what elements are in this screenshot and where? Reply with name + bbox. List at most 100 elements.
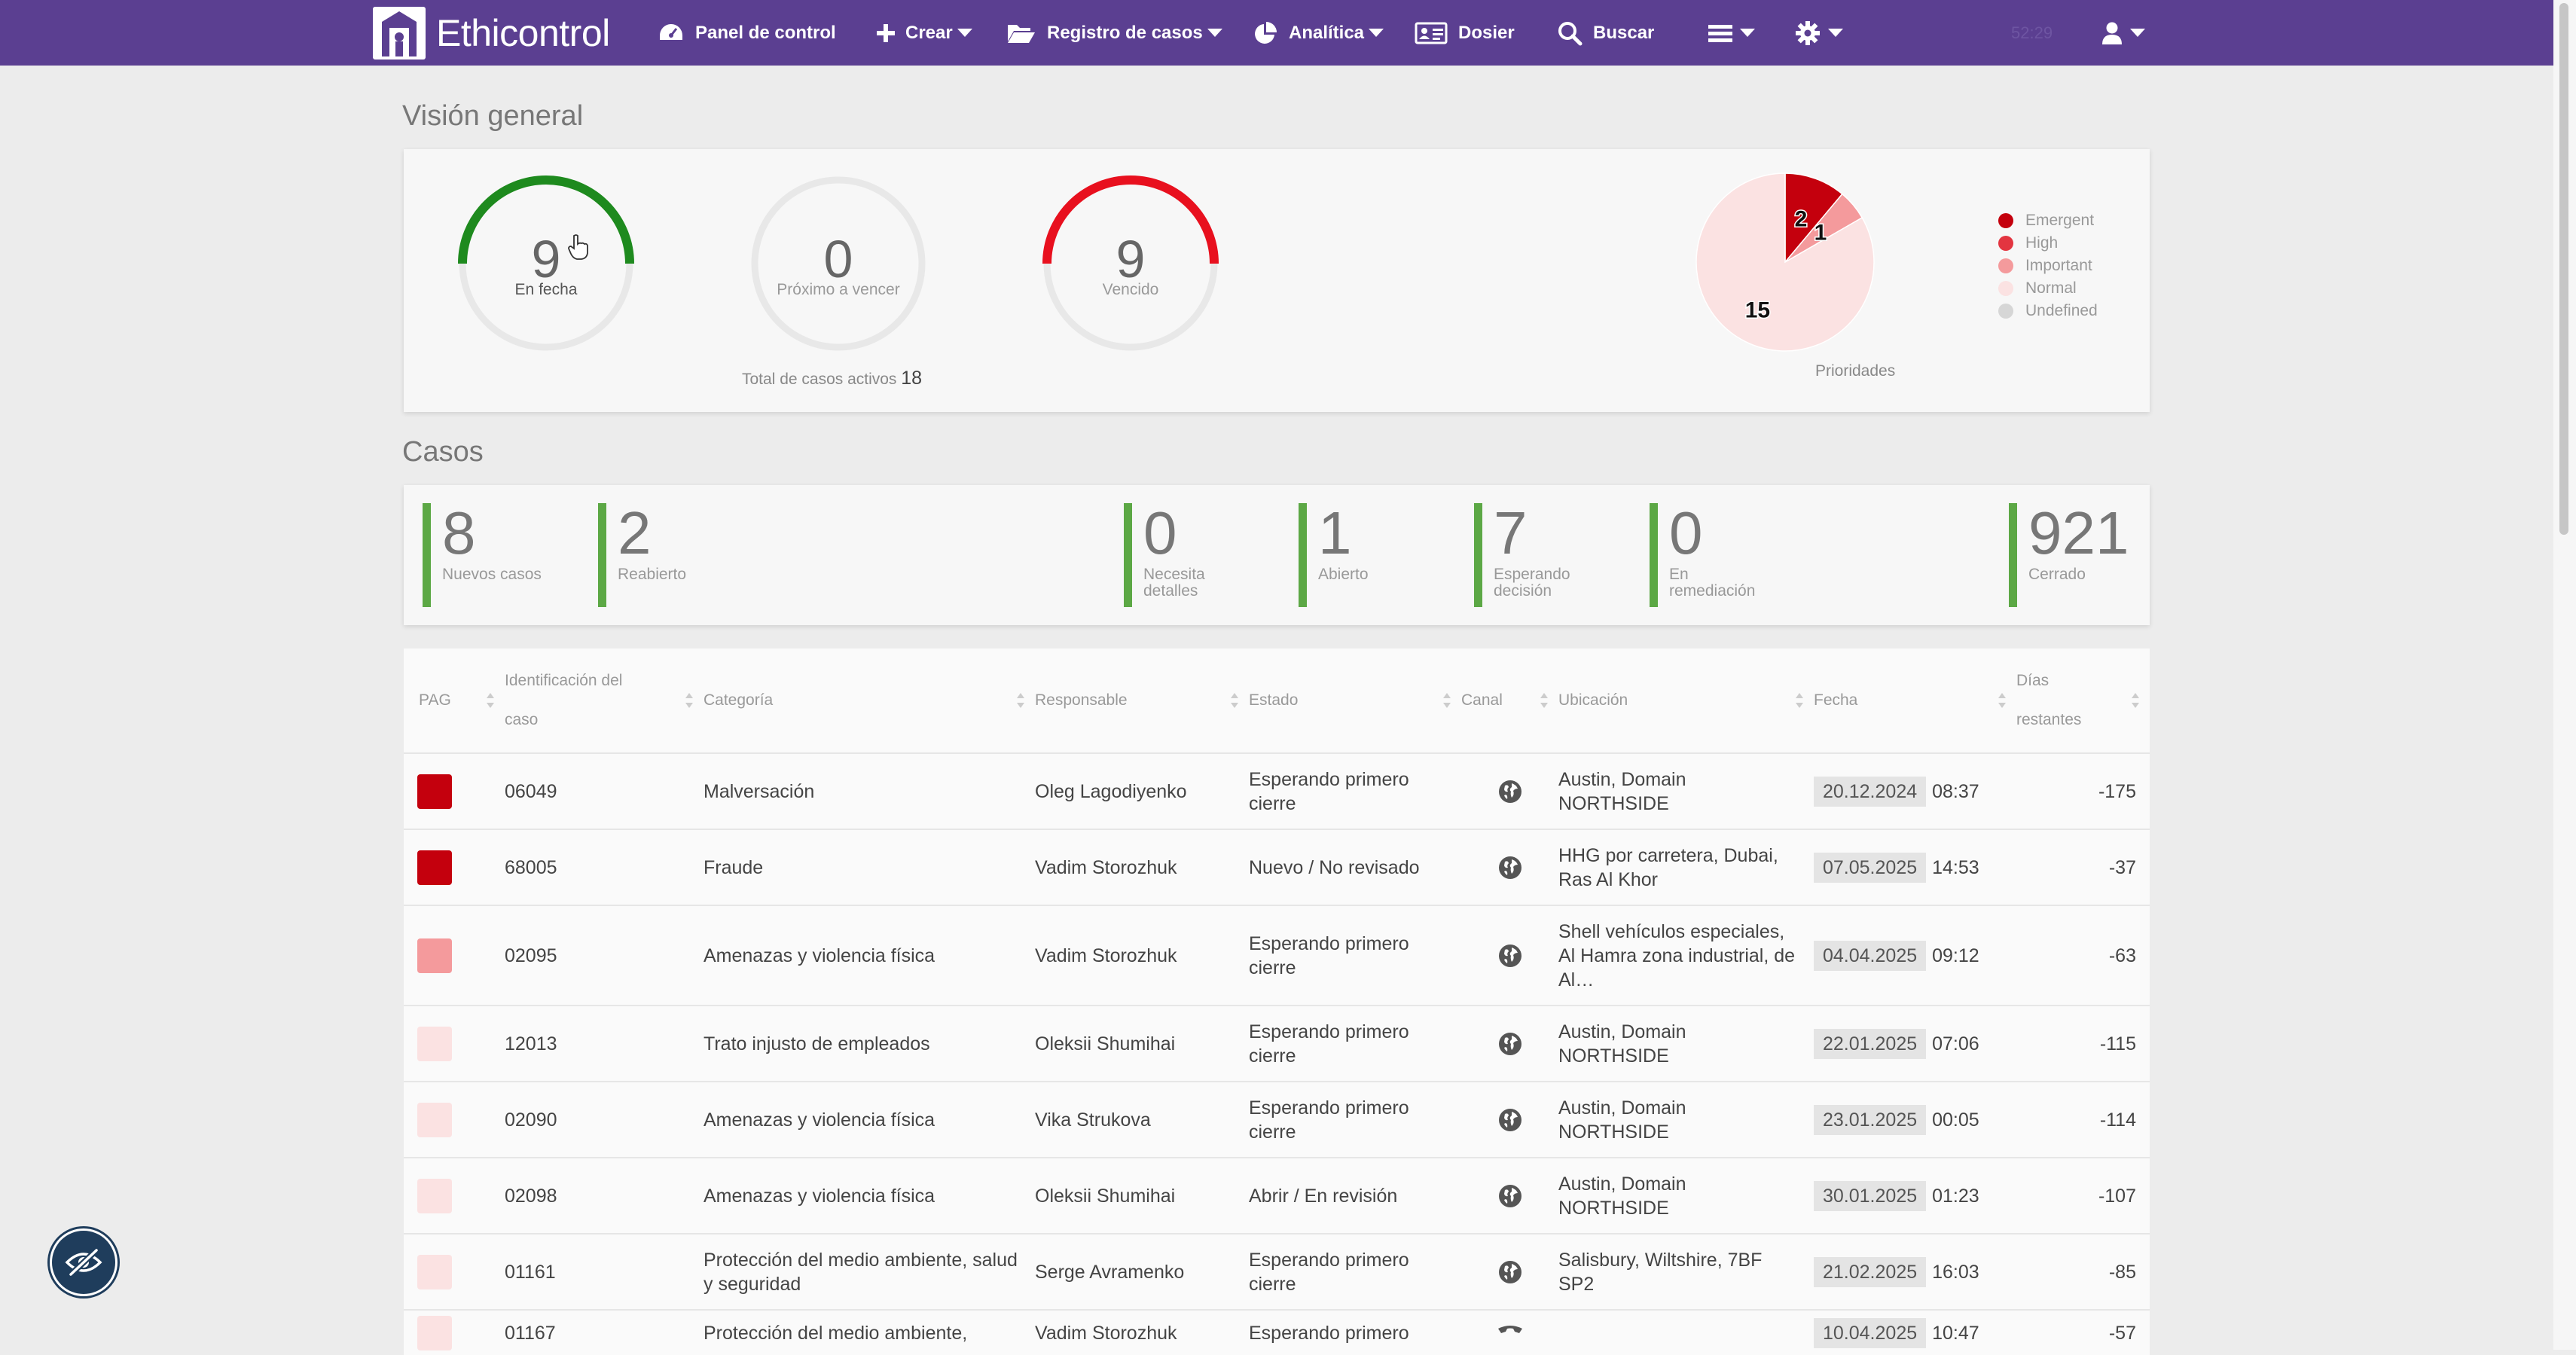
gauge-due-soon[interactable]: 0 Próximo a vencer [748,173,929,354]
legend-item-important[interactable]: Important [1998,255,2098,277]
col-header-days-left[interactable]: Días restantes [2016,649,2150,753]
id-card-icon [1415,22,1448,44]
time-text: 14:53 [1932,856,1979,878]
col-header-case-id[interactable]: Identificación del caso [505,649,704,753]
cell-case-id[interactable]: 12013 [505,1005,704,1082]
nav-create[interactable]: Crear [875,0,972,66]
date-badge: 20.12.2024 [1814,776,1927,807]
stat-closed[interactable]: 921 Cerrado [2009,503,2129,607]
stat-reopened[interactable]: 2 Reabierto [598,503,686,607]
gauge-ring [751,176,926,351]
cell-case-id[interactable]: 02090 [505,1081,704,1158]
nav-dossier[interactable]: Dosier [1415,0,1515,66]
accessibility-toggle-button[interactable] [50,1228,118,1296]
stat-new-cases[interactable]: 8 Nuevos casos [423,503,542,607]
nav-analytics[interactable]: Analítica [1253,0,1384,66]
legend-item-normal[interactable]: Normal [1998,277,2098,300]
gauge-value: 0 [823,230,853,288]
stat-label: Reabierto [618,566,687,583]
table-row[interactable]: 02098 Amenazas y violencia física Oleksii … [404,1157,2150,1234]
pie-slice-emergent[interactable] [1784,172,1843,264]
col-header-label: Categoría [704,691,774,709]
table-row[interactable]: 12013 Trato injusto de empleados Oleksii S… [404,1005,2150,1082]
nav-create-label: Crear [905,22,953,43]
nav-settings[interactable] [1795,0,1843,66]
table-row[interactable]: 02090 Amenazas y violencia física Vika Str… [404,1081,2150,1158]
date-badge: 21.02.2025 [1814,1256,1927,1287]
legend-item-high[interactable]: High [1998,232,2098,255]
legend-dot [1998,281,2013,296]
cell-category: Amenazas y violencia física [704,1157,1035,1234]
legend-dot [1998,304,2013,319]
col-header-owner[interactable]: Responsable [1035,649,1249,753]
cell-date: 23.01.2025 00:05 [1814,1081,2016,1158]
cell-case-id[interactable]: 01167 [505,1309,704,1355]
cell-channel [1461,1005,1558,1082]
brand-logo[interactable]: Ethicontrol [373,7,610,60]
gauge-ring [1042,175,1219,351]
page-scrollbar[interactable] [2553,0,2576,1350]
col-header-status[interactable]: Estado [1249,649,1461,753]
cases-status-card [404,485,2150,625]
table-row[interactable]: 01161 Protección del medio ambiente, salu… [404,1233,2150,1310]
time-text: 09:12 [1932,945,1979,966]
time-text: 16:03 [1932,1261,1979,1283]
col-header-channel[interactable]: Canal [1461,649,1558,753]
gauge-arc [458,175,634,264]
priority-pie-chart[interactable]: 2 1 15 [1695,172,1876,352]
scrollbar-thumb[interactable] [2559,3,2568,535]
cell-location: Salisbury, Wiltshire, 7BF SP2 [1558,1233,1814,1310]
stat-in-remediation[interactable]: 0 En remediación [1650,503,1775,607]
stat-needs-details[interactable]: 0 Necesita detalles [1124,503,1226,607]
cell-case-id[interactable]: 02095 [505,905,704,1006]
cell-status: Abrir / En revisión [1249,1157,1461,1234]
time-text: 00:05 [1932,1109,1979,1131]
nav-case-registry[interactable]: Registro de casos [1006,0,1222,66]
col-header-label: Estado [1249,691,1299,709]
search-icon [1558,21,1583,45]
gauge-label: En fecha [514,281,578,298]
cell-priority [404,752,505,829]
table-row[interactable]: 06049 Malversación Oleg Lagodiyenko Esperan… [404,752,2150,829]
cell-date: 30.01.2025 01:23 [1814,1157,2016,1234]
gauge-label: Vencido [1102,281,1159,298]
col-header-location[interactable]: Ubicación [1558,649,1814,753]
time-text: 07:06 [1932,1033,1979,1054]
legend-item-undefined[interactable]: Undefined [1998,300,2098,322]
col-header-date[interactable]: Fecha [1814,649,2016,753]
col-header-category[interactable]: Categoría [704,649,1035,753]
gauge-on-time[interactable]: 9 En fecha [456,173,636,354]
stat-open[interactable]: 1 Abierto [1299,503,1369,607]
cell-days-left: -175 [2016,752,2150,829]
nav-menu[interactable] [1708,0,1755,66]
table-row[interactable]: 02095 Amenazas y violencia física Vadim St… [404,905,2150,1006]
cell-owner: Oleg Lagodiyenko [1035,752,1249,829]
stat-label: Nuevos casos [442,566,542,583]
pie-svg: 21 15 [1695,172,1875,352]
stat-label: Esperando decisión [1494,566,1570,600]
table-row[interactable]: 68005 Fraude Vadim Storozhuk Nuevo / No rev… [404,829,2150,905]
nav-user[interactable] [2101,0,2145,66]
gauge-overdue[interactable]: 9 Vencido [1040,173,1221,354]
cell-case-id[interactable]: 01161 [505,1233,704,1310]
globe-icon [1498,1108,1521,1131]
legend-label: Emergent [2025,212,2095,229]
cell-case-id[interactable]: 06049 [505,752,704,829]
stat-value: 8 [442,499,476,566]
cell-category: Fraude [704,829,1035,905]
date-badge: 23.01.2025 [1814,1104,1927,1135]
col-header-priority[interactable]: PAG [404,649,505,753]
sort-icon [1231,693,1238,708]
table-row[interactable]: 01167 Protección del medio ambiente, Vadim… [404,1309,2150,1355]
legend-item-emergent[interactable]: Emergent [1998,209,2098,232]
cell-case-id[interactable]: 02098 [505,1157,704,1234]
stat-awaiting-decision[interactable]: 7 Esperando decisión [1474,503,1584,607]
cell-case-id[interactable]: 68005 [505,829,704,905]
nav-dashboard[interactable]: Panel de control [658,0,836,66]
nav-search[interactable]: Buscar [1557,0,1654,66]
pie-slice-normal[interactable] [1695,172,1875,352]
stat-value: 0 [1669,499,1703,566]
date-badge: 04.04.2025 [1814,940,1927,971]
priority-indicator [417,1026,452,1061]
ethicontrol-logo-icon [373,7,426,60]
